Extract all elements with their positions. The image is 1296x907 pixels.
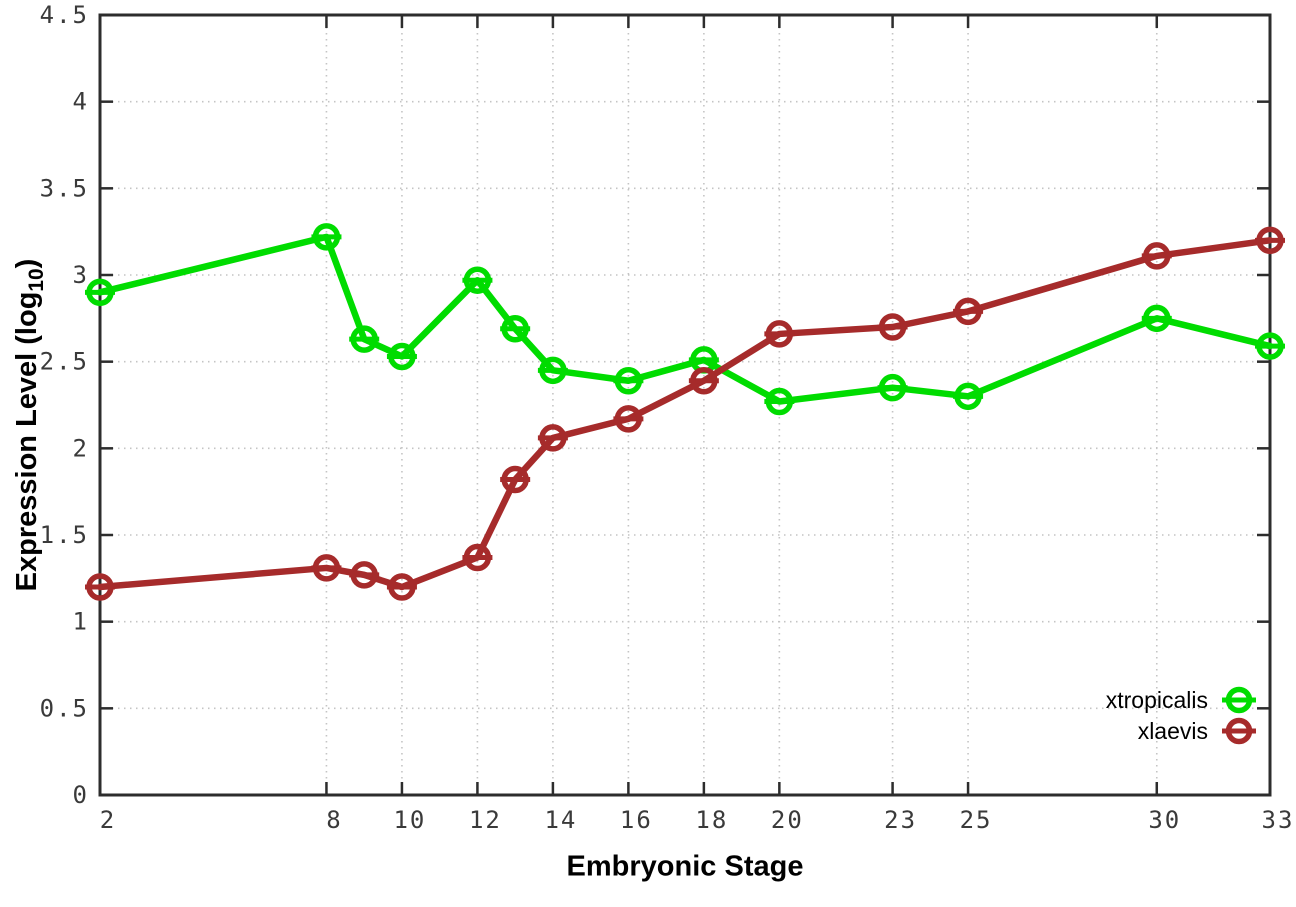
x-tick-label: 23 [884, 806, 917, 834]
legend-label-xlaevis: xlaevis [1138, 718, 1208, 744]
data-point-marker [388, 573, 416, 601]
data-point-marker [1256, 332, 1284, 360]
data-point-marker [539, 356, 567, 385]
data-point-marker [86, 278, 114, 307]
legend-sample-marker [1225, 717, 1253, 745]
x-tick-label: 20 [771, 806, 804, 834]
legend-sample-marker [1225, 686, 1253, 714]
y-tick-label: 1.5 [40, 521, 89, 549]
legend: xtropicalis xlaevis [1106, 686, 1256, 745]
x-tick-label: 14 [544, 806, 577, 834]
data-point-marker [1143, 304, 1171, 333]
data-point-marker [312, 554, 341, 582]
data-point-marker [765, 387, 794, 416]
y-tick-label: 3 [73, 261, 89, 289]
y-axis-title-subscript: 10 [24, 268, 48, 292]
data-point-marker [86, 573, 114, 601]
x-tick-label: 30 [1148, 806, 1181, 834]
data-point-marker [501, 465, 529, 494]
gridlines [100, 15, 1270, 795]
data-point-marker [539, 424, 567, 452]
legend-label-xtropicalis: xtropicalis [1106, 687, 1208, 713]
x-tick-label: 12 [469, 806, 502, 834]
y-axis-title-close: ) [11, 258, 44, 269]
data-point-marker [878, 373, 907, 402]
y-tick-label: 0 [73, 781, 89, 809]
tick-marks [98, 13, 1272, 797]
data-point-marker [954, 382, 982, 411]
data-point-marker [1256, 226, 1284, 255]
data-point-marker [878, 313, 907, 341]
y-axis-title: Expression Level (log10) [11, 259, 49, 592]
data-point-marker [614, 405, 643, 433]
data-point-marker [765, 320, 794, 348]
y-tick-label: 1 [73, 608, 89, 636]
y-tick-label: 2.5 [40, 348, 89, 376]
series-xtropicalis [85, 223, 1285, 416]
data-point-marker [690, 366, 718, 395]
y-tick-label: 4.5 [40, 1, 89, 29]
data-point-marker [501, 314, 529, 343]
data-point-marker [463, 543, 492, 572]
series-line-xtropicalis [96, 233, 1274, 405]
x-tick-label: 16 [620, 806, 653, 834]
x-axis-title: Embryonic Stage [566, 850, 804, 883]
x-tick-label: 18 [695, 806, 728, 834]
x-tick-label: 25 [960, 806, 993, 834]
x-tick-label: 10 [393, 806, 426, 834]
data-point-marker [350, 325, 378, 353]
data-point-marker [1143, 242, 1171, 270]
data-point-marker [463, 266, 492, 294]
y-tick-label: 0.5 [40, 694, 89, 722]
plot-border [98, 13, 1272, 797]
y-tick-label: 4 [73, 88, 89, 116]
data-point-marker [954, 297, 982, 326]
y-tick-labels: 0 0.5 1 1.5 2 2.5 3 3.5 4 4.5 [40, 1, 89, 809]
x-tick-label: 2 [100, 806, 116, 834]
data-point-marker [614, 366, 643, 395]
x-tick-labels: 2 8 10 12 14 16 18 20 23 25 30 33 [100, 806, 1295, 834]
y-tick-label: 2 [73, 434, 89, 462]
y-tick-label: 3.5 [40, 174, 89, 202]
x-tick-label: 33 [1262, 806, 1295, 834]
y-axis-title-text: Expression Level (log [11, 291, 44, 592]
data-point-marker [350, 561, 378, 589]
data-point-marker [388, 342, 416, 371]
x-tick-label: 8 [326, 806, 342, 834]
data-point-marker [312, 223, 341, 251]
series-xlaevis [85, 226, 1285, 601]
